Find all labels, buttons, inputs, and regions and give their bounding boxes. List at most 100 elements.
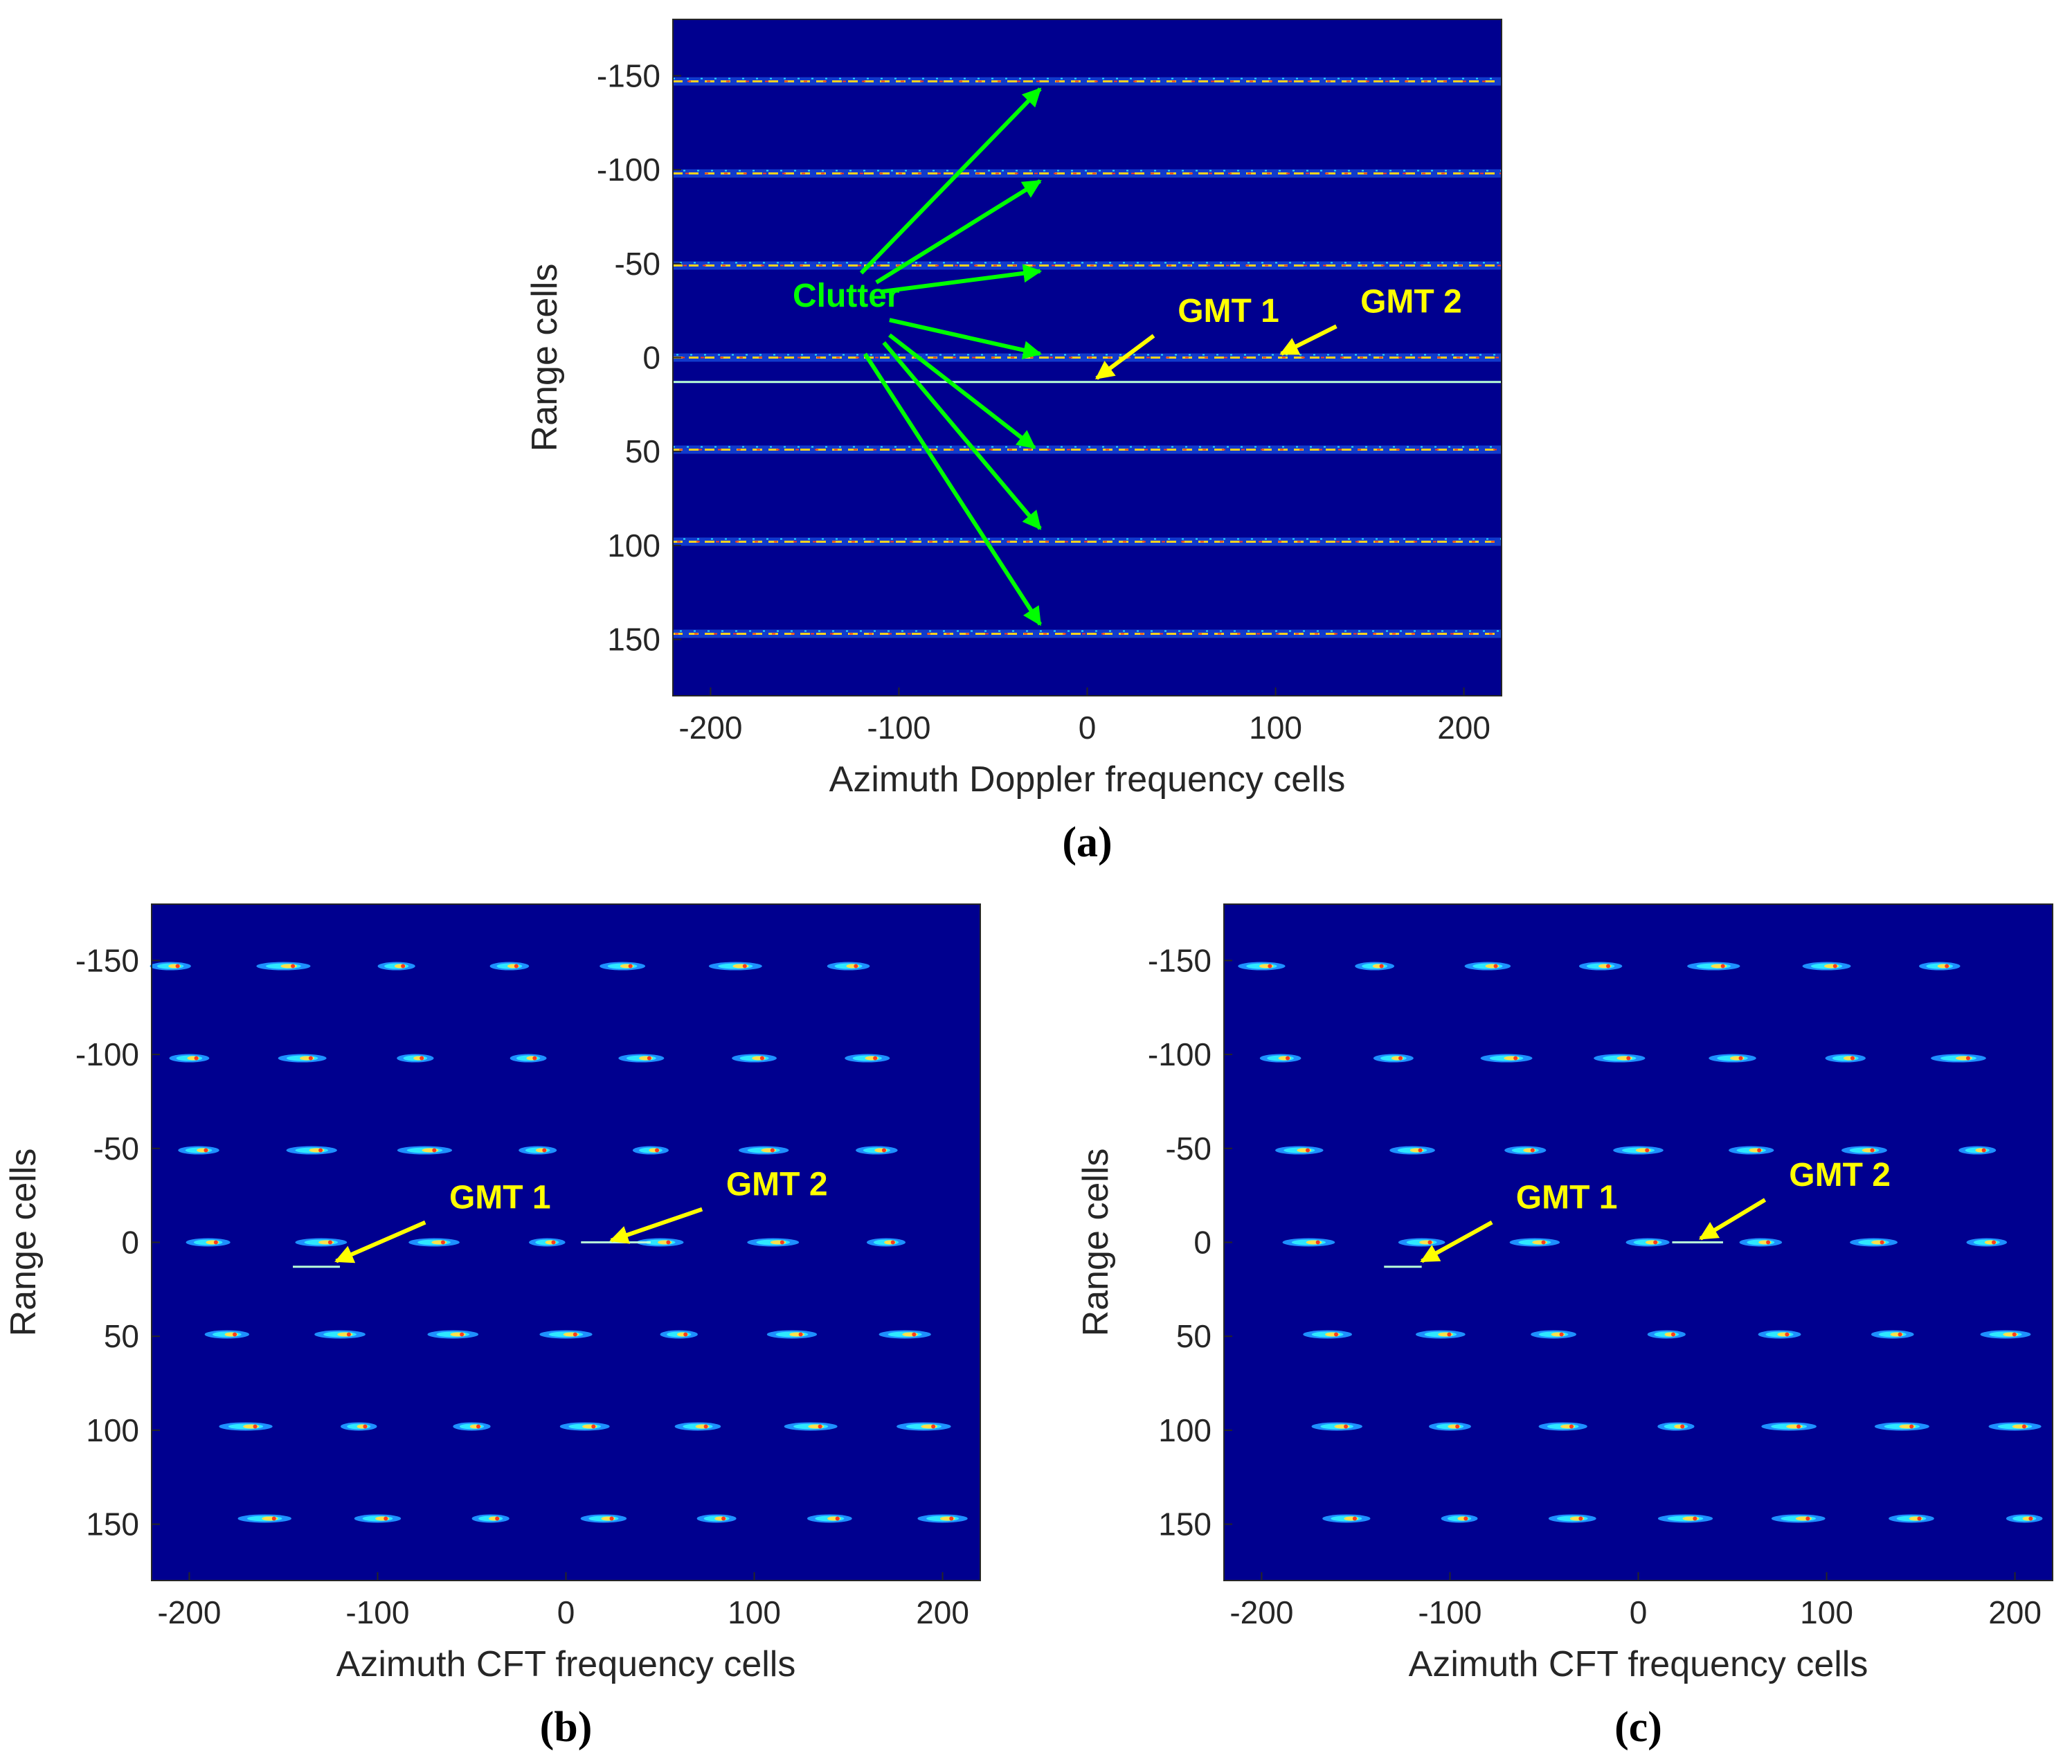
clutter-point-max xyxy=(346,1332,351,1337)
clutter-point xyxy=(1416,1330,1466,1339)
clutter-arrow xyxy=(875,179,1042,285)
clutter-line xyxy=(673,445,1502,454)
clutter-point-max xyxy=(1693,1516,1697,1521)
clutter-point-max xyxy=(495,1516,500,1521)
clutter-point xyxy=(178,1146,219,1155)
clutter-point xyxy=(397,1146,453,1155)
gmt-label: GMT 1 xyxy=(1516,1180,1618,1216)
clutter-point-max xyxy=(542,1148,547,1153)
panel-caption: (c) xyxy=(1614,1704,1662,1751)
clutter-point-max xyxy=(1626,1056,1631,1061)
clutter-point-max xyxy=(1796,1424,1801,1429)
y-tick-label: -50 xyxy=(1166,1131,1211,1167)
clutter-point xyxy=(1874,1422,1929,1431)
clutter-point xyxy=(1613,1146,1664,1155)
clutter-point-max xyxy=(628,964,633,969)
y-tick-label: 50 xyxy=(1176,1318,1211,1354)
gmt-arrow xyxy=(609,1207,703,1244)
clutter-point-max xyxy=(873,1056,878,1061)
clutter-point xyxy=(1389,1146,1435,1155)
clutter-point xyxy=(807,1514,852,1523)
y-tick-label: 150 xyxy=(607,622,660,658)
y-tick-label: -100 xyxy=(1148,1036,1211,1072)
clutter-point xyxy=(1509,1238,1560,1247)
clutter-point-max xyxy=(514,964,519,969)
clutter-point-max xyxy=(1992,1240,1997,1245)
clutter-point xyxy=(489,962,530,971)
gmt-label: GMT 2 xyxy=(726,1167,828,1203)
clutter-point xyxy=(1594,1054,1646,1063)
clutter-line xyxy=(673,537,1502,546)
clutter-point-max xyxy=(401,964,406,969)
x-tick-label: 100 xyxy=(1249,710,1302,746)
clutter-point-max xyxy=(291,964,296,969)
clutter-point-max xyxy=(881,1148,886,1153)
x-tick-label: 100 xyxy=(1800,1594,1853,1630)
panel-caption: (b) xyxy=(540,1704,593,1751)
y-tick-label: -100 xyxy=(75,1036,139,1072)
y-tick-label: 100 xyxy=(86,1412,139,1448)
clutter-point-max xyxy=(1653,1240,1658,1245)
clutter-point xyxy=(341,1422,377,1431)
clutter-point-max xyxy=(1286,1056,1290,1061)
clutter-point xyxy=(256,962,311,971)
clutter-point-max xyxy=(721,1516,726,1521)
y-tick-label: 100 xyxy=(607,528,660,564)
clutter-point xyxy=(1771,1514,1826,1523)
clutter-point xyxy=(600,962,646,971)
clutter-point-max xyxy=(1463,1516,1468,1521)
clutter-point-max xyxy=(1379,964,1384,969)
clutter-point xyxy=(1988,1422,2042,1431)
clutter-point xyxy=(917,1514,968,1523)
clutter-point-max xyxy=(1917,1516,1922,1521)
clutter-point-max xyxy=(1785,1332,1790,1337)
clutter-point xyxy=(1441,1514,1478,1523)
clutter-point xyxy=(354,1514,402,1523)
x-tick-label: 200 xyxy=(916,1594,969,1630)
clutter-point xyxy=(1709,1054,1756,1063)
clutter-point-max xyxy=(1334,1332,1339,1337)
y-tick-label: 150 xyxy=(1158,1506,1211,1542)
y-axis-label: Range cells xyxy=(525,264,565,452)
clutter-point-max xyxy=(327,1240,332,1245)
clutter-point xyxy=(1398,1238,1445,1247)
clutter-point-max xyxy=(1305,1148,1310,1153)
clutter-point-max xyxy=(609,1516,614,1521)
clutter-arrow xyxy=(882,341,1042,530)
clutter-point-max xyxy=(798,1332,803,1337)
y-tick-label: -100 xyxy=(597,152,660,188)
gmt-label: GMT 2 xyxy=(1360,283,1462,320)
clutter-point xyxy=(1657,1422,1695,1431)
clutter-point-max xyxy=(1832,964,1837,969)
clutter-arrow xyxy=(859,87,1042,275)
clutter-point-max xyxy=(551,1240,556,1245)
x-axis-label: Azimuth CFT frequency cells xyxy=(336,1644,796,1684)
clutter-point-max xyxy=(931,1424,936,1429)
clutter-point-max xyxy=(655,1148,660,1153)
clutter-point-max xyxy=(1738,1056,1743,1061)
clutter-point xyxy=(453,1422,491,1431)
x-tick-label: 0 xyxy=(557,1594,575,1630)
clutter-point xyxy=(674,1422,721,1431)
clutter-point-max xyxy=(912,1332,917,1337)
x-tick-label: 200 xyxy=(1988,1594,2042,1630)
clutter-point xyxy=(580,1514,627,1523)
clutter-point-max xyxy=(420,1056,424,1061)
clutter-point-max xyxy=(1965,1056,1970,1061)
clutter-point-max xyxy=(2021,1424,2026,1429)
clutter-point-max xyxy=(384,1516,388,1521)
clutter-point-max xyxy=(573,1332,577,1337)
clutter-point-max xyxy=(1493,964,1498,969)
x-tick-label: -100 xyxy=(867,710,930,746)
clutter-label: Clutter xyxy=(793,278,900,314)
clutter-point xyxy=(747,1238,800,1247)
clutter-point xyxy=(708,962,762,971)
clutter-point-max xyxy=(1606,964,1611,969)
clutter-point-max xyxy=(1850,1056,1855,1061)
y-tick-label: 100 xyxy=(1158,1412,1211,1448)
clutter-point xyxy=(186,1238,231,1247)
clutter-point xyxy=(1657,1514,1713,1523)
clutter-point xyxy=(1761,1422,1817,1431)
clutter-point xyxy=(1918,962,1961,971)
clutter-point xyxy=(219,1422,273,1431)
